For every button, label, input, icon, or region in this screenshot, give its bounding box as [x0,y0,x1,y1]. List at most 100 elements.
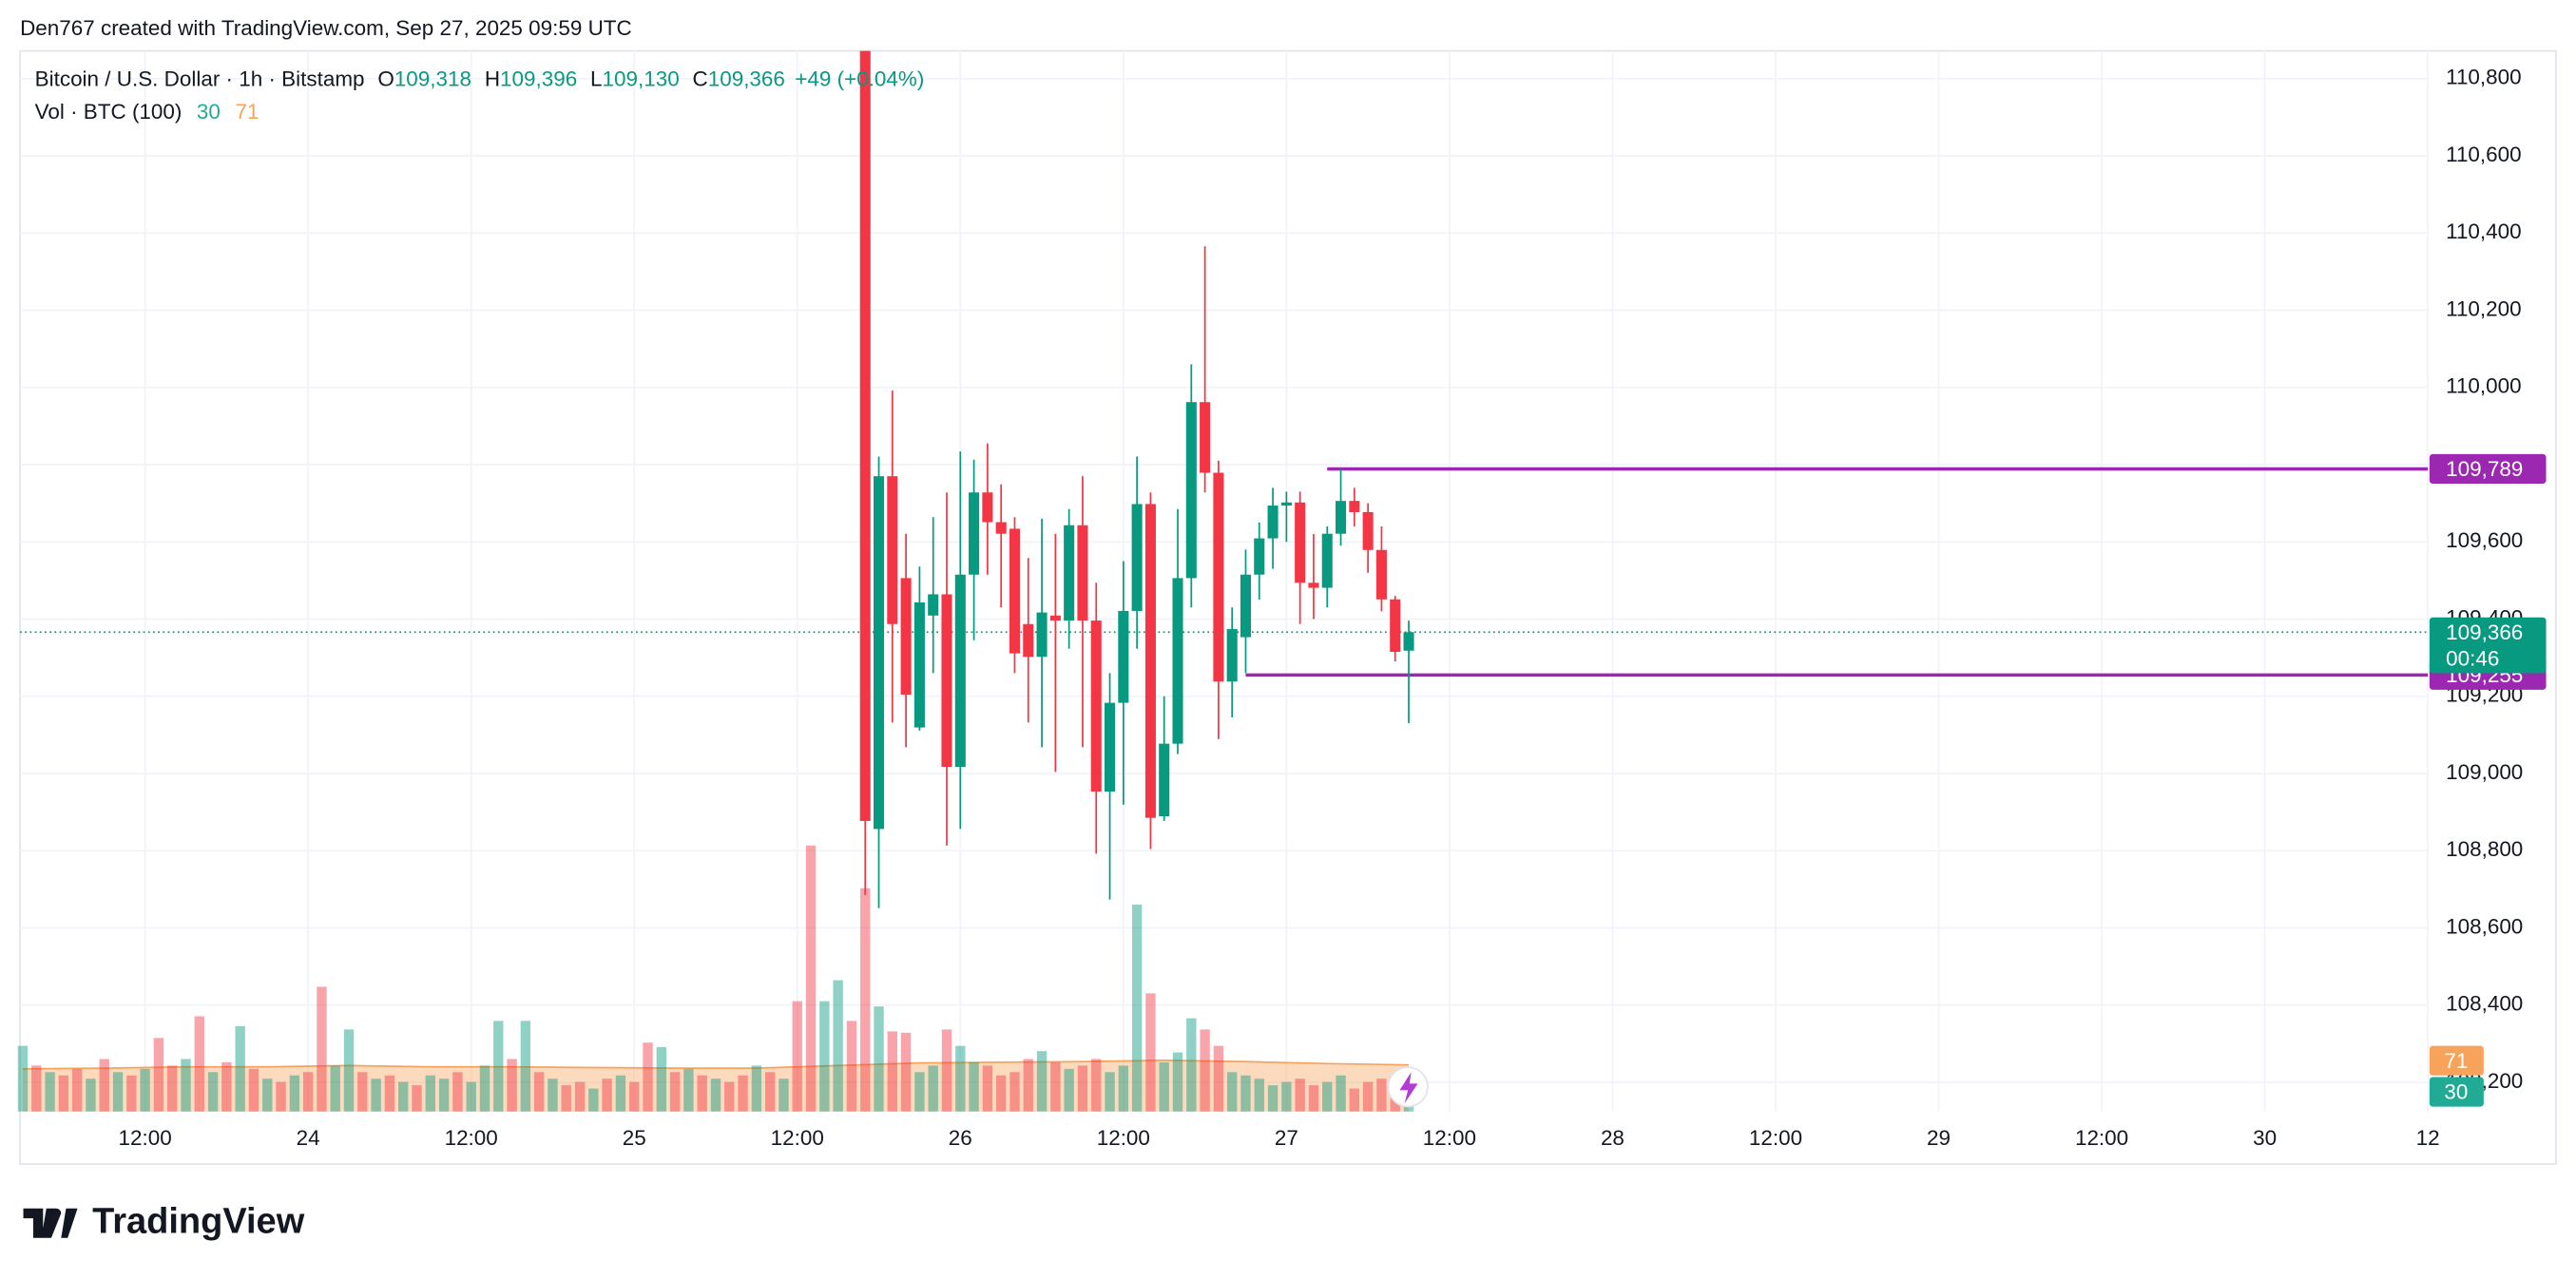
ohlc-value: 109,366 [708,67,785,91]
volume-bar [1009,1072,1020,1112]
level-price-label: 109,789 [2446,457,2523,481]
candle-body [1321,533,1333,588]
volume-bar [1322,1081,1333,1112]
volume-bar [874,1006,884,1112]
volume-bar [1077,1065,1088,1112]
last-price-label: 109,366 [2446,620,2523,644]
volume-bar [99,1059,109,1112]
volume-bar [683,1068,694,1112]
candle-body [1267,506,1278,539]
volume-bar [846,1021,857,1112]
level-price-box [2429,453,2547,485]
candle-body [995,522,1007,534]
volume-bar [969,1061,979,1112]
assistant-icon[interactable] [1387,1066,1429,1108]
volume-bar [643,1042,653,1112]
volume-bar [45,1072,55,1112]
y-tick-label: 110,800 [2446,66,2522,89]
volume-bar [1131,905,1143,1112]
volume-bar [1200,1029,1210,1112]
volume-bar [181,1059,191,1112]
volume-bar [1254,1079,1264,1112]
volume-bar [1050,1061,1061,1112]
volume-bar [194,1016,204,1112]
volume-bar [1091,1059,1102,1112]
volume-bar [412,1085,422,1112]
x-tick-label: 12:00 [1423,1126,1476,1150]
volume-bar [629,1081,640,1112]
candle-body [928,594,939,616]
volume-bar [1159,1061,1169,1112]
x-tick-label: 12:00 [1749,1126,1802,1150]
volume-bar [520,1021,531,1112]
volume-bar [887,1031,898,1112]
volume-bar [1281,1081,1292,1112]
volume-bar [1036,1051,1048,1112]
candle-body [1064,525,1075,621]
x-tick-label: 12 [2416,1126,2440,1150]
candle-body [1036,612,1048,658]
x-tick-label: 27 [1275,1126,1298,1150]
candle-body [887,476,898,624]
volume-bar [697,1075,707,1112]
volume-box [2429,1077,2484,1107]
volume-bar [574,1081,586,1112]
volume-bar [425,1075,435,1112]
volume-bar [764,1072,776,1112]
candle-body [1375,549,1387,600]
x-tick-label: 26 [949,1126,972,1150]
y-tick-label: 110,000 [2446,374,2522,398]
candle-body [900,578,912,696]
ohlc-key: C [693,67,708,91]
volume-title: Vol · BTC (100) [35,100,183,124]
candle-body [1105,702,1116,792]
change: +49 (+0.04%) [795,67,924,91]
ohlc-value: 109,130 [603,67,680,91]
volume-bar [1064,1068,1074,1112]
volume-bar [982,1065,993,1112]
volume-bar [792,1001,802,1112]
volume-bar [1118,1065,1129,1112]
volume-bar [153,1038,164,1112]
volume-bar [751,1065,762,1112]
volume-box-label: 30 [2444,1080,2468,1104]
x-tick-label: 24 [297,1126,320,1150]
axes: 12:00 24 12:00 25 12:00 26 12:00 27 12:00 28 12:00… [119,66,2547,1150]
volume-bar [1308,1085,1319,1112]
candle-body [913,602,925,728]
volume-bar [126,1075,137,1112]
y-tick-label: 109,000 [2446,760,2523,784]
y-tick-label: 108,400 [2446,992,2523,1016]
ohlc-key: L [590,67,603,91]
y-tick-label: 108,600 [2446,914,2523,938]
legend-line: Bitcoin / U.S. Dollar · 1h · Bitstamp O10… [35,67,925,91]
volume-bar [1213,1045,1224,1112]
x-tick-label: 29 [1927,1126,1951,1150]
candle-body [1131,504,1143,611]
volume-bar [710,1079,721,1112]
candle-body [1118,610,1129,703]
volume-bar [805,845,817,1112]
volume-bar [533,1072,545,1112]
candle-body [1172,578,1183,744]
candles [859,50,1414,908]
volume-bar [548,1079,558,1112]
volume-bar [561,1085,571,1112]
grid [20,50,2429,1112]
candle-body [1049,615,1061,621]
volume-bar [602,1079,612,1112]
candle-body [1240,574,1252,638]
volume-bar [493,1021,504,1112]
levels [20,467,2429,678]
x-tick-label: 12:00 [119,1126,172,1150]
y-tick-label: 109,600 [2446,528,2523,552]
volume-bar [71,1068,83,1112]
candle-body [1349,501,1360,512]
candle-body [1403,632,1414,651]
volume-bar [58,1075,69,1112]
volume-bar [1267,1085,1278,1112]
volume-bar [276,1081,286,1112]
volume-bar [1023,1059,1033,1112]
